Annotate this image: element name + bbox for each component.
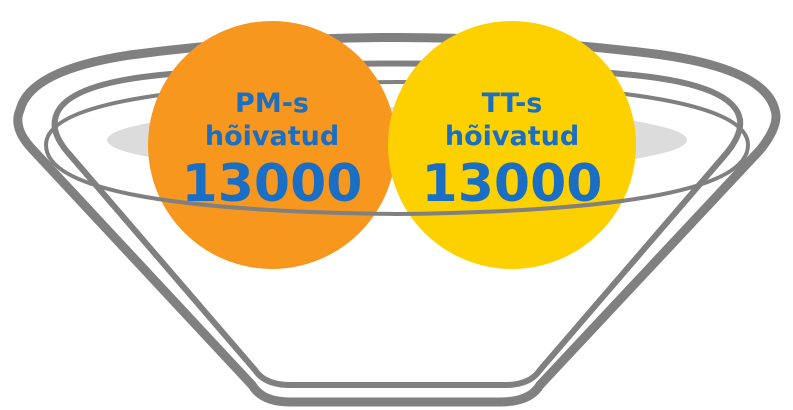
infographic: PM-shõivatud13000TT-shõivatud13000 xyxy=(0,0,793,410)
page: PM-shõivatud13000TT-shõivatud13000 (() =… xyxy=(0,0,793,410)
ball-label: PM-s xyxy=(235,88,309,119)
bowl-outer xyxy=(18,38,776,403)
ball-label: TT-s xyxy=(482,88,543,119)
ball-label: hõivatud xyxy=(445,121,579,152)
ball-label: hõivatud xyxy=(205,121,339,152)
